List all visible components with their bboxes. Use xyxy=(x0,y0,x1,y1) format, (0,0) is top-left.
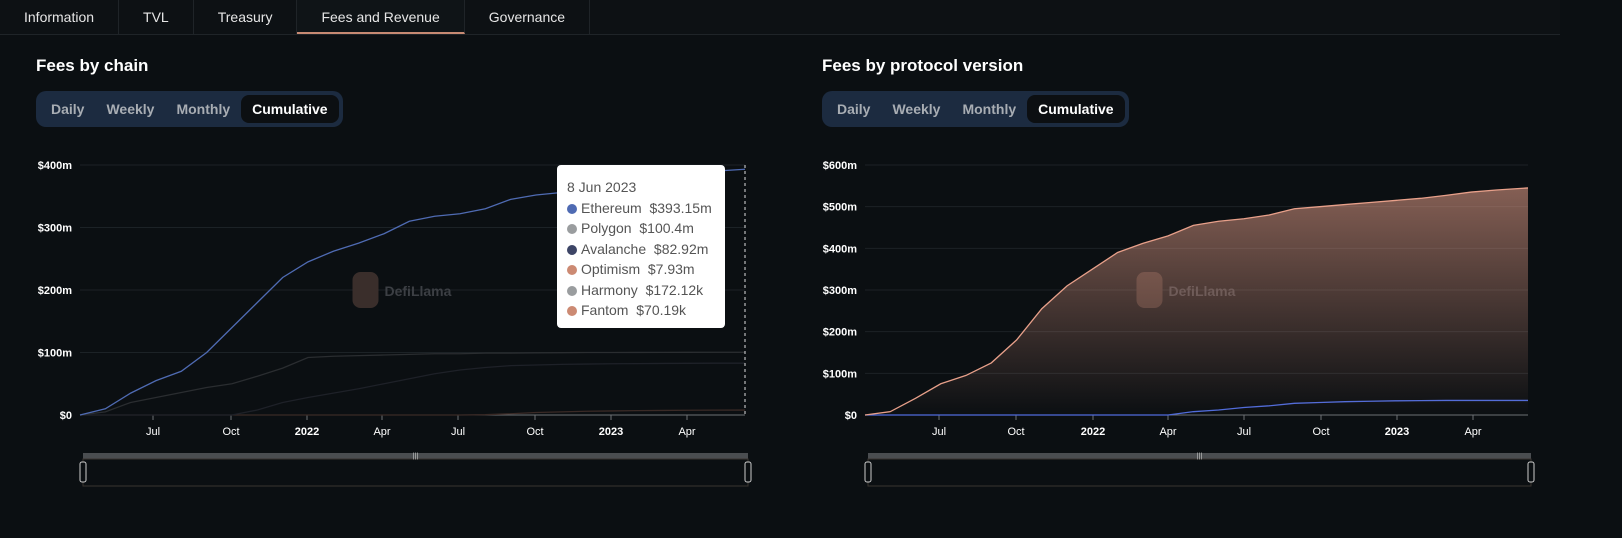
period-monthly[interactable]: Monthly xyxy=(962,101,1017,117)
tooltip-row-optimism: Optimism $7.93m xyxy=(567,259,715,280)
x-tick-label: Apr xyxy=(1464,426,1481,438)
y-tick-label: $300m xyxy=(823,285,857,297)
zoom-handle xyxy=(744,461,752,483)
tooltip-row-fantom: Fantom $70.19k xyxy=(567,300,715,321)
tab-governance[interactable]: Governance xyxy=(465,0,591,34)
x-tick-label: Oct xyxy=(526,426,543,438)
tooltip-row-avalanche: Avalanche $82.92m xyxy=(567,239,715,260)
period-weekly[interactable]: Weekly xyxy=(106,101,155,117)
tab-information[interactable]: Information xyxy=(0,0,120,34)
tab-bar: Information TVL Treasury Fees and Revenu… xyxy=(0,0,1560,35)
y-tick-label: $100m xyxy=(823,368,857,380)
area-series xyxy=(865,187,1528,415)
tooltip-value: Fantom $70.19k xyxy=(581,302,687,318)
x-tick-label: Oct xyxy=(1312,426,1329,438)
zoom-slider-bar xyxy=(83,453,748,459)
x-tick-label: Oct xyxy=(1007,426,1024,438)
x-tick-label: Apr xyxy=(373,426,390,438)
series-line-avalanche xyxy=(80,362,746,416)
series-line-v1 xyxy=(864,187,1529,416)
series-line-optimism xyxy=(80,409,746,416)
tooltip-date: 8 Jun 2023 xyxy=(567,179,637,195)
tooltip-row-polygon: Polygon $100.4m xyxy=(567,218,715,239)
zoom-handle xyxy=(1527,461,1535,483)
x-tick-label: Apr xyxy=(678,426,695,438)
tooltip-value: Ethereum $393.15m xyxy=(581,199,712,216)
y-tick-label: $400m xyxy=(38,160,72,172)
y-tick-label: $0 xyxy=(845,410,857,422)
tooltip-value: Polygon $100.4m xyxy=(581,220,694,236)
period-daily[interactable]: Daily xyxy=(837,101,871,117)
zoom-handle xyxy=(79,461,87,483)
tooltip-value: Optimism $7.93m xyxy=(581,261,695,277)
series-dot-icon xyxy=(567,265,577,275)
series-dot-icon xyxy=(567,224,577,234)
period-monthly[interactable]: Monthly xyxy=(176,101,231,117)
chart-tooltip: 8 Jun 2023 Ethereum $393.15m Polygon $100… xyxy=(557,165,725,328)
zoom-slider-track xyxy=(82,458,749,487)
series-dot-icon xyxy=(567,306,577,316)
x-tick-label: Apr xyxy=(1159,426,1176,438)
y-tick-label: $100m xyxy=(38,348,72,360)
x-tick-label: 2023 xyxy=(599,426,623,438)
x-tick-label: Jul xyxy=(932,426,946,438)
series-dot-icon xyxy=(567,285,577,296)
chart-title-fees-by-protocol-version: Fees by protocol version xyxy=(822,56,1024,75)
defillama-logo-icon xyxy=(352,272,379,308)
tooltip-row-ethereum: Ethereum $393.15m xyxy=(567,198,715,219)
y-tick-label: $400m xyxy=(823,243,857,255)
tab-tvl[interactable]: TVL xyxy=(119,0,194,34)
tab-treasury[interactable]: Treasury xyxy=(194,0,298,34)
period-daily[interactable]: Daily xyxy=(51,101,85,117)
y-tick-label: $0 xyxy=(60,410,72,422)
period-cumulative[interactable]: Cumulative xyxy=(241,95,339,123)
x-tick-label: 2023 xyxy=(1385,426,1409,438)
x-tick-label: Oct xyxy=(222,426,239,438)
period-toggle-right: Daily Weekly Monthly Cumulative xyxy=(822,91,1129,127)
tooltip-row-harmony: Harmony $172.12k xyxy=(567,280,715,301)
x-tick-label: Jul xyxy=(146,426,160,438)
tooltip-value: Avalanche $82.92m xyxy=(581,240,709,257)
watermark-text: DefiLlama xyxy=(385,283,452,299)
zoom-slider-track xyxy=(867,458,1532,487)
y-tick-label: $600m xyxy=(823,160,857,172)
zoom-handle xyxy=(864,461,872,483)
series-dot-icon xyxy=(567,244,577,255)
tooltip-value: Harmony $172.12k xyxy=(581,281,704,298)
x-tick-label: Jul xyxy=(451,426,465,438)
series-line-polygon xyxy=(79,351,745,416)
x-tick-label: 2022 xyxy=(295,426,319,438)
tab-fees-and-revenue[interactable]: Fees and Revenue xyxy=(297,0,465,34)
y-tick-label: $300m xyxy=(38,223,72,235)
period-toggle-left: Daily Weekly Monthly Cumulative xyxy=(36,91,343,127)
period-cumulative[interactable]: Cumulative xyxy=(1027,95,1125,123)
y-tick-label: $500m xyxy=(823,202,857,214)
zoom-grip-icon: ||| xyxy=(1197,453,1203,460)
chart-title-fees-by-chain: Fees by chain xyxy=(36,56,149,75)
zoom-grip-icon: ||| xyxy=(413,453,419,460)
y-tick-label: $200m xyxy=(823,327,857,339)
period-weekly[interactable]: Weekly xyxy=(892,101,941,117)
x-tick-label: 2022 xyxy=(1081,426,1105,438)
series-dot-icon xyxy=(567,203,577,214)
x-tick-label: Jul xyxy=(1237,426,1251,438)
y-tick-label: $200m xyxy=(38,285,72,297)
zoom-slider-bar xyxy=(868,453,1531,459)
